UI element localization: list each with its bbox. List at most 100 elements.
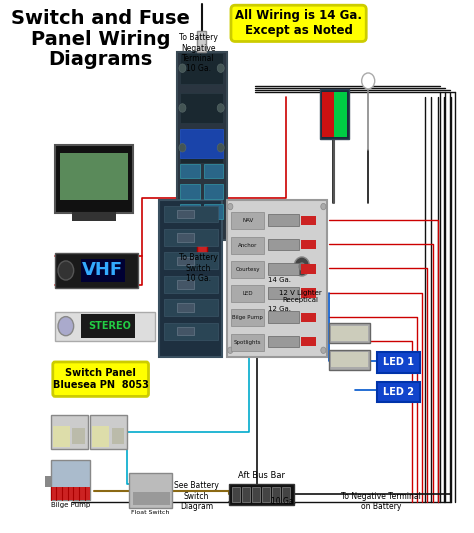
Bar xyxy=(111,428,124,444)
Bar xyxy=(231,212,264,229)
Bar xyxy=(180,93,223,123)
Bar xyxy=(268,287,299,299)
Text: All Wiring is 14 Ga.
Except as Noted: All Wiring is 14 Ga. Except as Noted xyxy=(235,10,362,37)
Bar xyxy=(232,487,240,503)
Bar xyxy=(92,425,109,447)
Bar xyxy=(268,239,299,251)
Bar xyxy=(180,53,223,84)
FancyBboxPatch shape xyxy=(53,362,148,397)
Text: LED 1: LED 1 xyxy=(383,358,414,367)
Bar xyxy=(301,312,316,322)
Bar xyxy=(164,276,218,293)
Bar xyxy=(268,311,299,323)
Bar xyxy=(283,487,290,503)
Bar xyxy=(53,425,70,447)
Bar xyxy=(204,184,223,199)
Circle shape xyxy=(58,317,73,336)
Text: 14 Ga.: 14 Ga. xyxy=(268,277,291,283)
Bar xyxy=(231,309,264,326)
Bar xyxy=(301,240,316,249)
Bar xyxy=(90,415,127,449)
Bar xyxy=(180,164,200,179)
Bar xyxy=(180,128,223,158)
Text: Courtesy: Courtesy xyxy=(236,267,260,272)
Bar xyxy=(253,487,260,503)
Circle shape xyxy=(217,104,224,112)
Circle shape xyxy=(298,262,305,271)
Text: Aft Bus Bar: Aft Bus Bar xyxy=(238,471,285,480)
Text: Spotlights: Spotlights xyxy=(234,340,262,344)
Bar xyxy=(335,92,347,136)
Bar xyxy=(229,484,294,505)
Bar xyxy=(285,251,318,282)
Bar xyxy=(46,476,52,487)
Bar xyxy=(81,314,136,338)
Bar xyxy=(204,164,223,179)
Text: NAV: NAV xyxy=(242,219,253,223)
Bar xyxy=(197,240,207,261)
Circle shape xyxy=(58,261,73,280)
Bar xyxy=(273,487,280,503)
Bar xyxy=(329,350,370,370)
Text: To Battery
Negative
Terminal
10 Ga.: To Battery Negative Terminal 10 Ga. xyxy=(179,33,218,74)
Bar xyxy=(268,214,299,226)
Bar xyxy=(164,299,218,316)
Bar xyxy=(51,487,90,500)
Text: VHF: VHF xyxy=(82,262,123,279)
Bar xyxy=(159,200,222,357)
Circle shape xyxy=(179,143,186,152)
Circle shape xyxy=(321,204,326,210)
Text: 12 V Lighter
Receptical: 12 V Lighter Receptical xyxy=(279,290,322,303)
Bar xyxy=(73,212,116,221)
Bar xyxy=(331,352,368,367)
Bar xyxy=(301,215,316,225)
Circle shape xyxy=(217,143,224,152)
Bar xyxy=(164,322,218,340)
Bar xyxy=(377,352,420,373)
Bar xyxy=(164,229,218,246)
Circle shape xyxy=(179,64,186,72)
Circle shape xyxy=(321,347,326,353)
Bar xyxy=(55,144,133,214)
Bar xyxy=(177,303,194,312)
Text: See Battery
Switch
Diagram: See Battery Switch Diagram xyxy=(174,481,219,511)
Bar xyxy=(177,210,194,218)
Bar xyxy=(320,89,348,139)
Bar xyxy=(60,152,128,200)
Bar xyxy=(73,428,84,444)
Text: Switch Panel
Bluesea PN  8053: Switch Panel Bluesea PN 8053 xyxy=(53,368,148,390)
Bar xyxy=(129,473,173,508)
Bar xyxy=(51,415,88,449)
Bar xyxy=(180,132,223,163)
Bar xyxy=(301,264,316,273)
Bar xyxy=(227,200,327,357)
Bar xyxy=(180,184,200,199)
Bar xyxy=(177,233,194,241)
Bar xyxy=(177,256,194,265)
Text: Anchor: Anchor xyxy=(238,243,257,248)
Bar xyxy=(231,237,264,254)
Bar xyxy=(301,337,316,346)
Text: 10 Ga.: 10 Ga. xyxy=(271,497,296,506)
Text: Switch and Fuse
Panel Wiring
Diagrams: Switch and Fuse Panel Wiring Diagrams xyxy=(11,10,190,69)
Circle shape xyxy=(362,73,375,89)
Bar xyxy=(204,204,223,219)
Bar xyxy=(55,253,137,288)
Text: To Negative Terminal
on Battery: To Negative Terminal on Battery xyxy=(341,492,421,511)
Text: LED: LED xyxy=(242,291,253,296)
Bar xyxy=(164,252,218,269)
Bar xyxy=(177,280,194,288)
Bar xyxy=(268,336,299,348)
Bar xyxy=(198,30,206,52)
Bar xyxy=(268,263,299,274)
Circle shape xyxy=(228,204,233,210)
Bar xyxy=(55,312,155,341)
Text: 12 Ga.: 12 Ga. xyxy=(268,306,291,312)
Bar xyxy=(177,327,194,335)
Text: Bilge Pump: Bilge Pump xyxy=(51,503,90,508)
Bar xyxy=(231,261,264,278)
Bar xyxy=(243,487,250,503)
Bar xyxy=(133,492,170,505)
Circle shape xyxy=(179,104,186,112)
Text: LED 2: LED 2 xyxy=(383,386,414,397)
